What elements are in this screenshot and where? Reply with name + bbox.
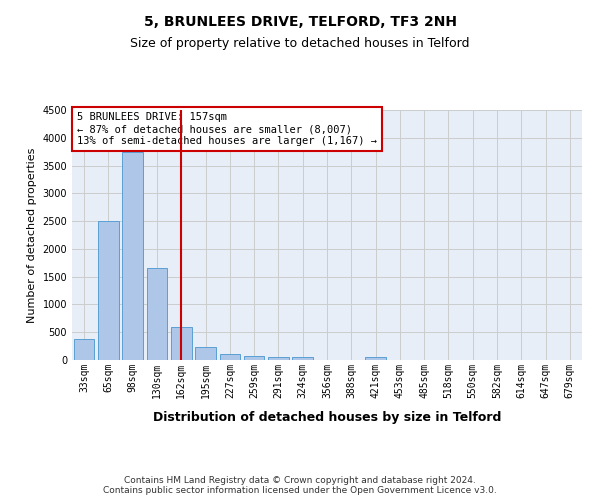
Text: Contains HM Land Registry data © Crown copyright and database right 2024.
Contai: Contains HM Land Registry data © Crown c… [103, 476, 497, 495]
Text: Size of property relative to detached houses in Telford: Size of property relative to detached ho… [130, 38, 470, 51]
Bar [268, 357, 289, 360]
Bar [244, 356, 265, 360]
Bar [146, 268, 167, 360]
Bar [171, 327, 191, 360]
Bar [292, 357, 313, 360]
Text: 5, BRUNLEES DRIVE, TELFORD, TF3 2NH: 5, BRUNLEES DRIVE, TELFORD, TF3 2NH [143, 15, 457, 29]
Bar [220, 354, 240, 360]
Bar [98, 221, 119, 360]
Text: 5 BRUNLEES DRIVE: 157sqm
← 87% of detached houses are smaller (8,007)
13% of sem: 5 BRUNLEES DRIVE: 157sqm ← 87% of detach… [77, 112, 377, 146]
Text: Distribution of detached houses by size in Telford: Distribution of detached houses by size … [153, 411, 501, 424]
Bar [74, 340, 94, 360]
Bar [195, 347, 216, 360]
Bar [365, 356, 386, 360]
Bar [122, 152, 143, 360]
Y-axis label: Number of detached properties: Number of detached properties [27, 148, 37, 322]
